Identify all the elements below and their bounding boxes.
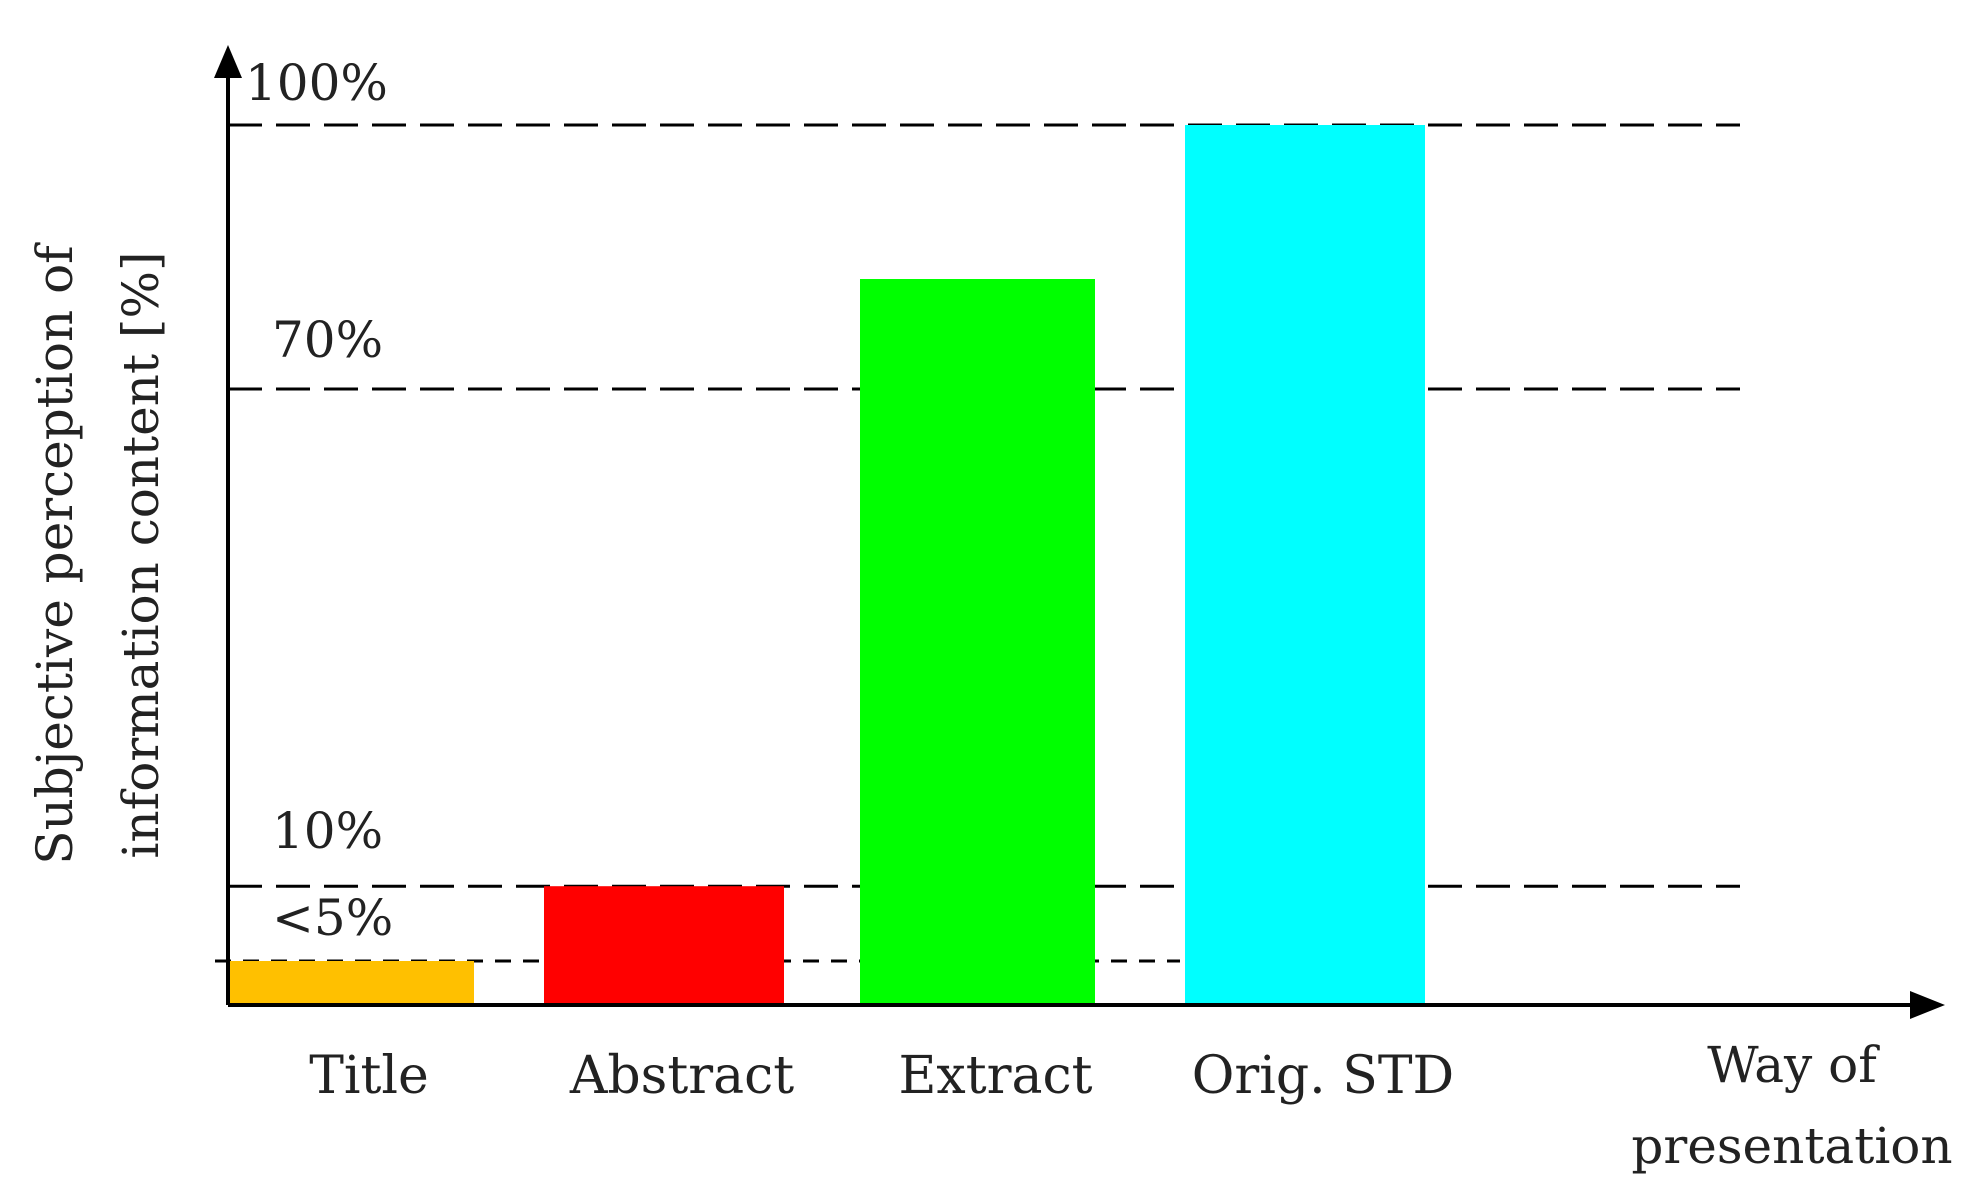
bar-extract <box>860 279 1095 1005</box>
x-axis-arrow <box>1910 991 1945 1019</box>
y-axis-arrow <box>214 45 242 78</box>
bar-orig-std <box>1185 125 1425 1005</box>
x-axis-title-line-1: Way of <box>1707 1036 1880 1094</box>
bar-title <box>228 961 474 1005</box>
bar-abstract <box>544 886 784 1005</box>
reference-line-label: 100% <box>245 54 388 112</box>
reference-line-label: 10% <box>272 802 383 860</box>
category-label: Abstract <box>569 1046 794 1106</box>
axes <box>214 45 1945 1019</box>
reference-labels: 100% 70% 10% <5% <box>245 54 393 947</box>
reference-line-label: 70% <box>272 311 383 369</box>
category-label: Title <box>309 1046 429 1106</box>
y-axis-title-line-2: information content [%] <box>112 252 170 859</box>
category-label: Orig. STD <box>1192 1046 1454 1106</box>
category-label: Extract <box>898 1046 1092 1106</box>
bars <box>228 125 1425 1005</box>
reference-line-label: <5% <box>272 889 393 947</box>
y-axis-title-line-1: Subjective perception of <box>26 242 84 865</box>
x-axis-title-line-2: presentation <box>1631 1117 1952 1175</box>
category-labels: Title Abstract Extract Orig. STD <box>309 1046 1454 1106</box>
